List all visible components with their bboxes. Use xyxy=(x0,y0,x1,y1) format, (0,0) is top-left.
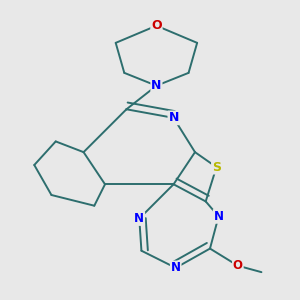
Text: S: S xyxy=(212,160,221,174)
Text: N: N xyxy=(168,111,179,124)
Text: O: O xyxy=(233,259,243,272)
Text: O: O xyxy=(151,19,162,32)
Text: N: N xyxy=(171,261,181,274)
Text: N: N xyxy=(134,212,144,225)
Text: N: N xyxy=(151,79,162,92)
Text: N: N xyxy=(214,210,224,223)
